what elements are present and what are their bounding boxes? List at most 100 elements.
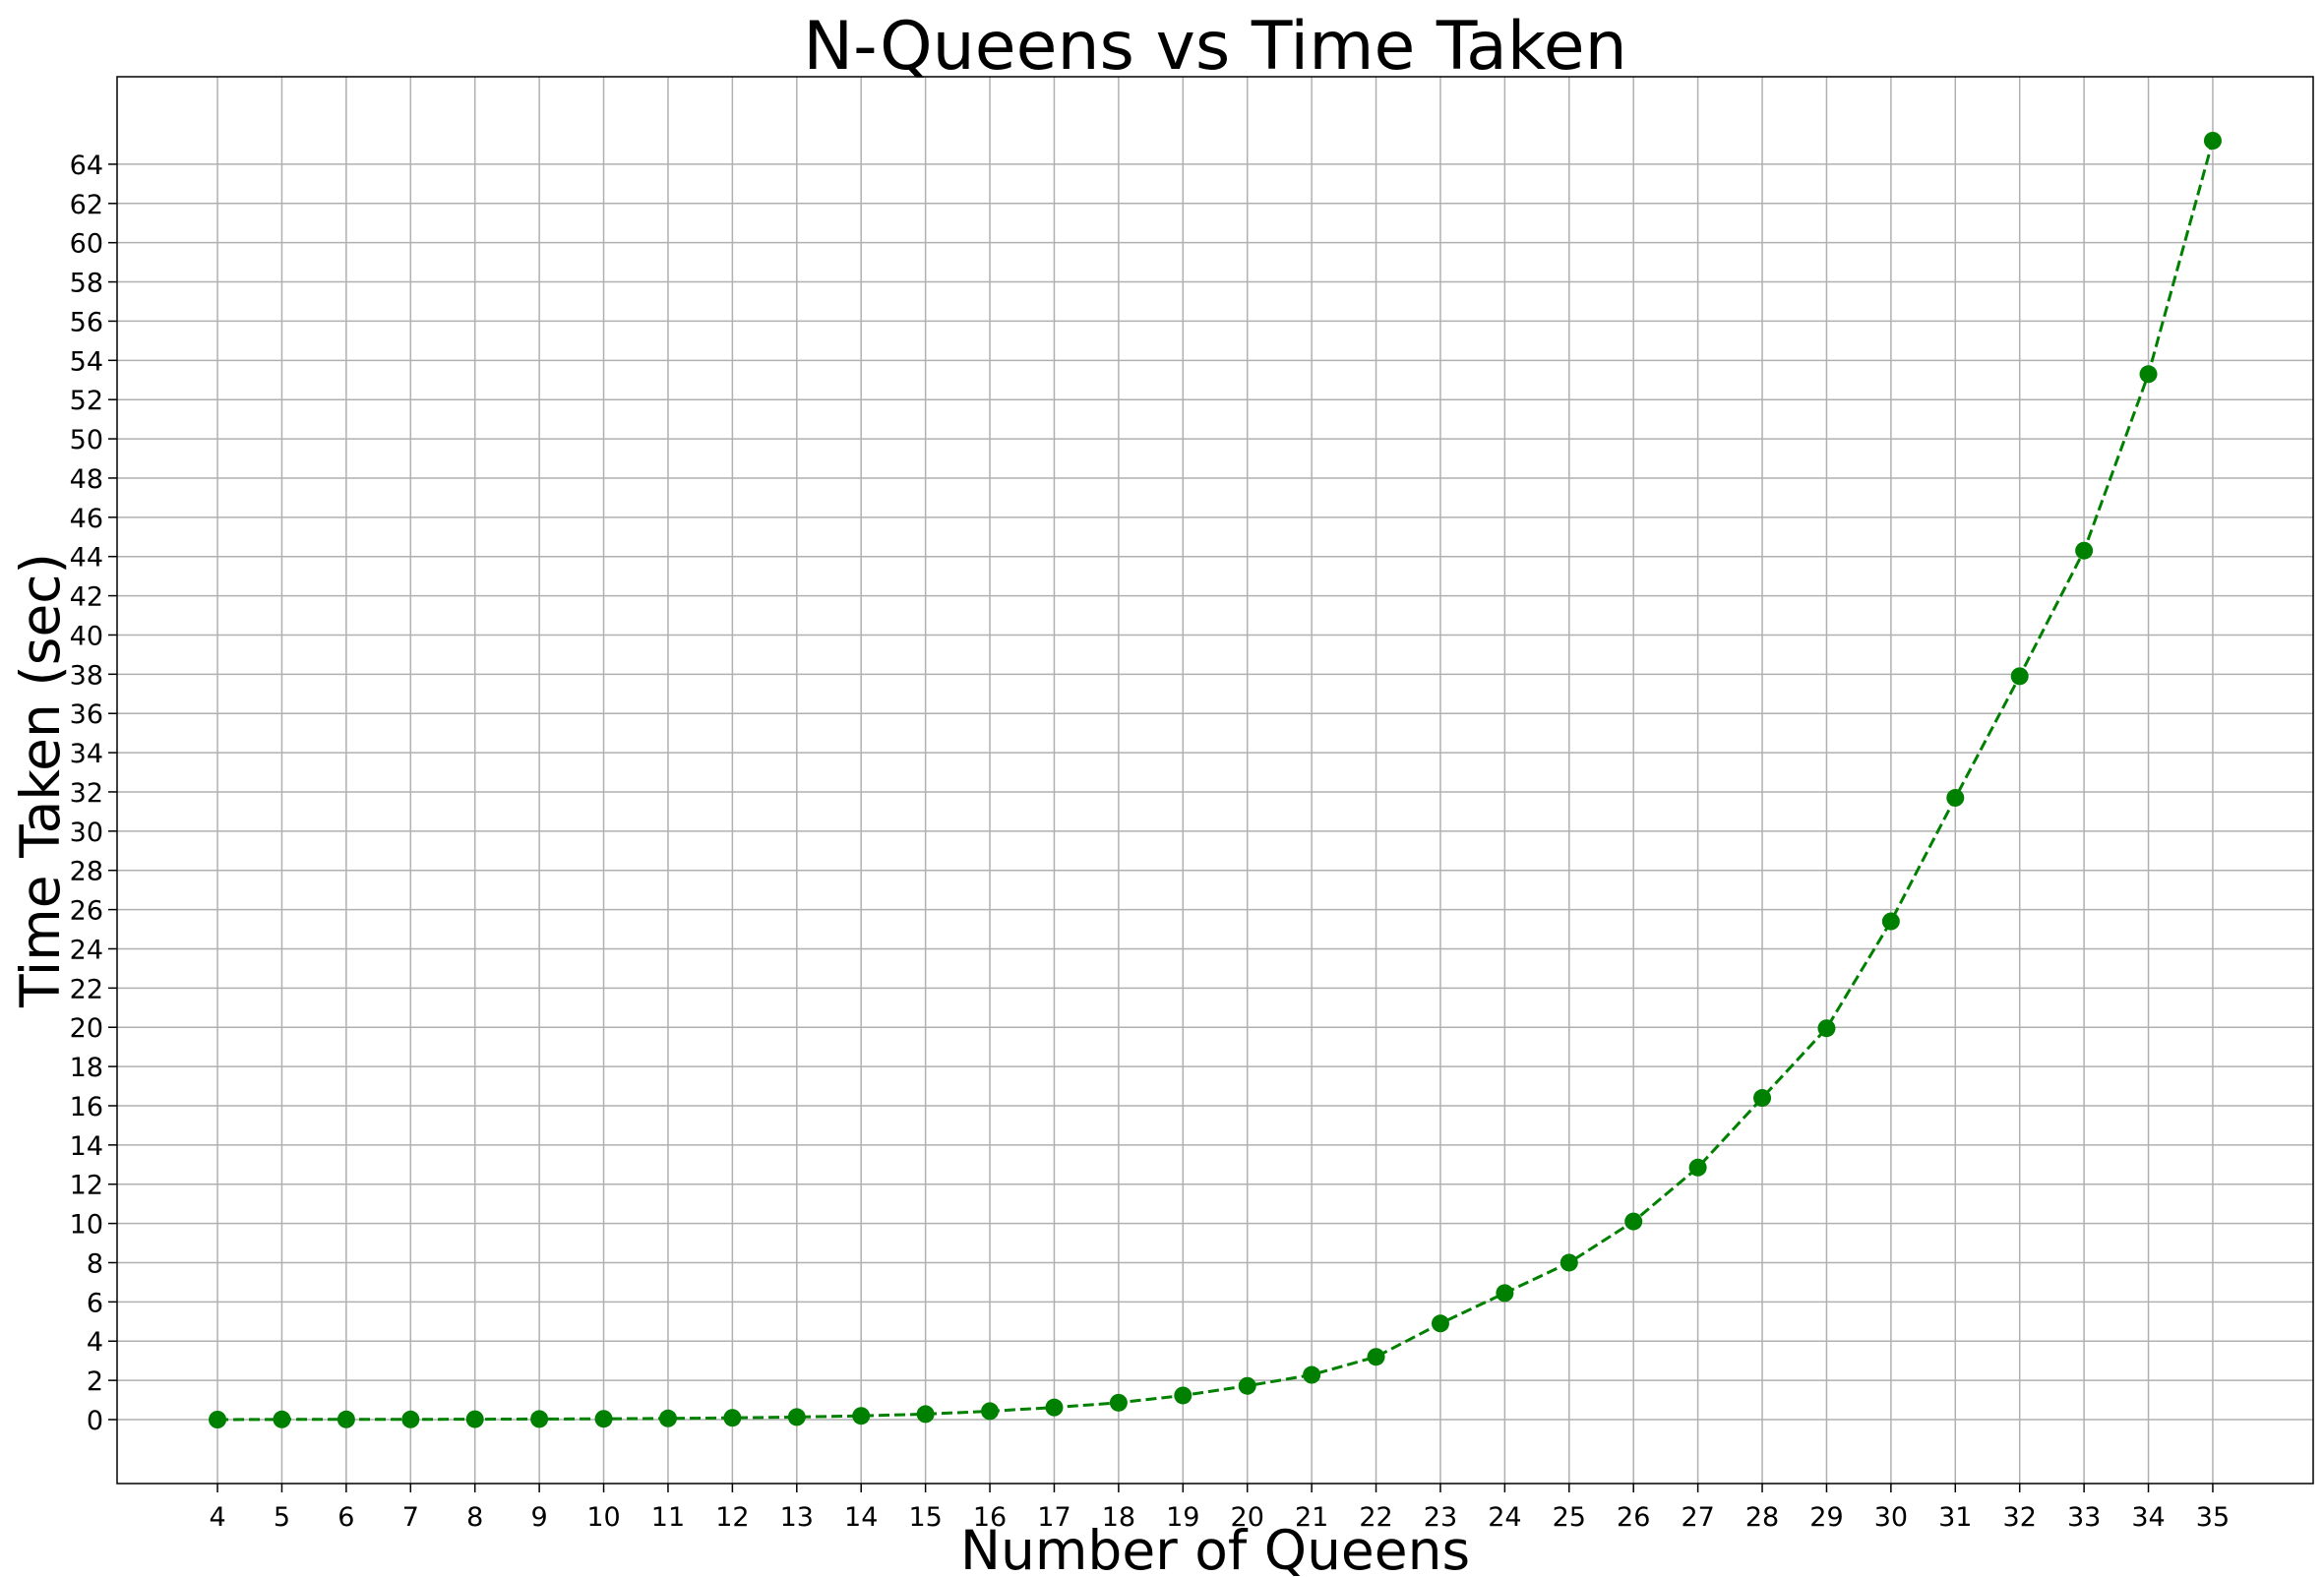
data-point [336, 1410, 355, 1428]
data-point [1303, 1365, 1321, 1384]
x-tick-label: 13 [780, 1502, 814, 1533]
data-point [1624, 1212, 1643, 1231]
x-tick-label: 33 [2067, 1502, 2101, 1533]
x-tick-label: 35 [2196, 1502, 2230, 1533]
data-point [916, 1405, 935, 1424]
series-line-layer [217, 140, 2215, 1422]
y-tick-label: 62 [70, 190, 103, 220]
y-tick-label: 30 [70, 818, 103, 848]
x-tick-label: 8 [466, 1502, 483, 1533]
y-tick-label: 58 [70, 269, 103, 299]
data-point [2075, 541, 2094, 560]
data-point [465, 1410, 484, 1428]
x-tick-label: 26 [1617, 1502, 1650, 1533]
series-line [217, 140, 2215, 1422]
x-tick-label: 15 [908, 1502, 942, 1533]
x-tick-label: 28 [1745, 1502, 1779, 1533]
y-tick-label: 20 [70, 1013, 103, 1044]
y-tick-label: 14 [70, 1131, 103, 1162]
x-tick-label: 16 [973, 1502, 1007, 1533]
x-tick-label: 25 [1553, 1502, 1586, 1533]
plot-area-frame [116, 76, 2314, 1485]
x-tick-label: 9 [531, 1502, 548, 1533]
x-tick-label: 12 [715, 1502, 749, 1533]
data-point [787, 1408, 806, 1426]
y-tick-label: 34 [70, 739, 103, 769]
y-tick-label: 22 [70, 974, 103, 1004]
data-point [1045, 1398, 1064, 1417]
data-point [723, 1409, 742, 1427]
x-tick-label: 29 [1809, 1502, 1843, 1533]
data-point [401, 1410, 420, 1428]
y-tick-label: 52 [70, 386, 103, 416]
x-tick-label: 19 [1166, 1502, 1199, 1533]
data-point [2203, 132, 2222, 150]
x-tick-label: 24 [1488, 1502, 1521, 1533]
y-tick-label: 38 [70, 660, 103, 691]
y-tick-label: 54 [70, 346, 103, 377]
x-axis-label: Number of Queens [960, 1519, 1470, 1577]
y-tick-label: 16 [70, 1092, 103, 1122]
y-tick-label: 50 [70, 425, 103, 455]
data-point [2139, 365, 2158, 384]
x-tick-label: 21 [1295, 1502, 1328, 1533]
data-point [1560, 1253, 1578, 1272]
y-axis-ticks: 0246810121416182022242628303234363840424… [70, 151, 117, 1436]
y-tick-label: 42 [70, 582, 103, 613]
y-tick-label: 44 [70, 543, 103, 574]
data-point [1109, 1393, 1128, 1412]
data-point [1688, 1158, 1707, 1177]
y-tick-label: 0 [87, 1406, 103, 1436]
data-point [1174, 1386, 1193, 1405]
y-tick-label: 6 [87, 1288, 103, 1318]
data-point [530, 1410, 549, 1428]
x-axis-ticks: 4 5 6 7 8 9 10 11 12 13 14 15 16 17 18 19 20 21 22 23 24 25 26… [209, 1484, 2230, 1533]
x-tick-label: 10 [586, 1502, 620, 1533]
x-tick-label: 32 [2003, 1502, 2037, 1533]
x-tick-label: 7 [402, 1502, 419, 1533]
y-tick-label: 18 [70, 1053, 103, 1083]
x-tick-label: 27 [1681, 1502, 1714, 1533]
y-tick-label: 46 [70, 504, 103, 534]
data-point [658, 1409, 677, 1427]
y-axis-label: Time Taken (sec) [9, 553, 72, 1008]
x-tick-label: 34 [2131, 1502, 2165, 1533]
y-tick-label: 10 [70, 1210, 103, 1241]
data-point [2010, 667, 2029, 686]
x-tick-label: 30 [1874, 1502, 1908, 1533]
x-tick-label: 14 [844, 1502, 878, 1533]
data-point [1946, 788, 1965, 807]
data-point [1431, 1314, 1449, 1333]
y-tick-label: 36 [70, 699, 103, 730]
data-point [1238, 1376, 1256, 1395]
x-tick-label: 20 [1231, 1502, 1264, 1533]
y-tick-label: 60 [70, 229, 103, 260]
chart-title: N-Queens vs Time Taken [803, 8, 1626, 86]
grid [117, 77, 2313, 1484]
x-tick-label: 5 [274, 1502, 290, 1533]
x-tick-label: 23 [1424, 1502, 1457, 1533]
y-tick-label: 4 [87, 1327, 103, 1358]
data-point [981, 1402, 1000, 1421]
x-tick-label: 6 [337, 1502, 354, 1533]
x-tick-label: 31 [1938, 1502, 1972, 1533]
y-tick-label: 28 [70, 857, 103, 887]
x-tick-label: 4 [209, 1502, 225, 1533]
data-point [1817, 1019, 1836, 1038]
y-tick-label: 26 [70, 896, 103, 927]
x-tick-label: 18 [1102, 1502, 1135, 1533]
data-point [852, 1407, 871, 1425]
data-point [1496, 1284, 1514, 1303]
data-point [594, 1410, 613, 1428]
data-point [1753, 1089, 1772, 1108]
data-point [209, 1411, 227, 1428]
y-tick-label: 48 [70, 464, 103, 495]
y-tick-label: 40 [70, 621, 103, 651]
data-point [1881, 912, 1900, 931]
x-tick-label: 17 [1037, 1502, 1070, 1533]
y-tick-label: 64 [70, 151, 103, 181]
y-tick-label: 8 [87, 1248, 103, 1279]
y-tick-label: 2 [87, 1366, 103, 1397]
